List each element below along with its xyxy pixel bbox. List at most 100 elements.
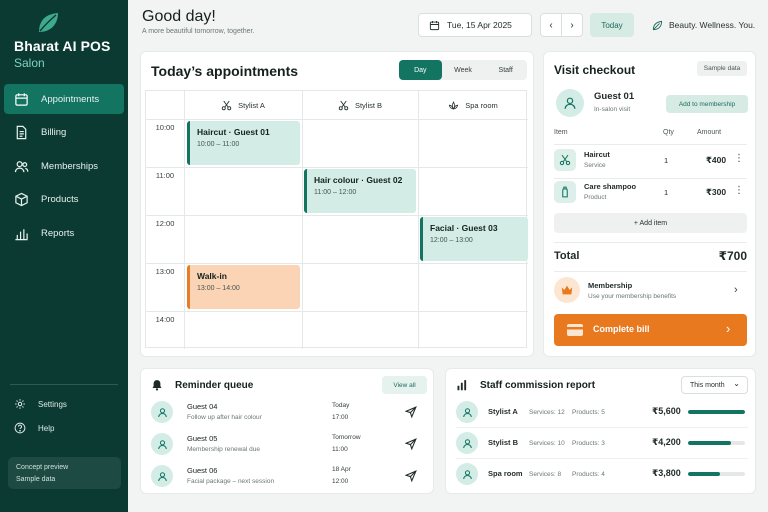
more-vertical-icon[interactable]: ⋮ [734, 185, 744, 196]
chevron-right-icon[interactable]: › [561, 14, 582, 36]
membership-title[interactable]: Membership [588, 281, 633, 290]
commission-bar [688, 441, 745, 445]
send-icon[interactable] [405, 438, 417, 450]
guest-name: Guest 01 [594, 91, 635, 102]
sidebar-item-products[interactable]: Products [4, 185, 124, 215]
scissors-icon [221, 100, 232, 110]
walk-in-event[interactable]: Walk-in 13:00 – 14:00 [187, 265, 300, 309]
sidebar-item-appointments[interactable]: Appointments [4, 84, 124, 114]
invoice-icon [16, 125, 27, 140]
services-count: Services: 8 [529, 471, 562, 478]
item-name: Haircut [584, 150, 610, 159]
scissors-icon [338, 100, 349, 110]
appointment-event[interactable]: Haircut · Guest 01 10:00 – 11:00 [187, 121, 300, 165]
avatar [556, 89, 584, 117]
membership-icon-box [554, 277, 580, 303]
tagline-text: Beauty. Wellness. You. [669, 20, 756, 30]
avatar [151, 433, 173, 455]
reminder-queue-card: Reminder queue View all Guest 04 Follow … [140, 368, 434, 494]
brand-subtitle: Salon [14, 56, 45, 70]
reminder-time: 11:00 [332, 446, 348, 453]
staff-row: Spa room Services: 8 Products: 4 ₹3,800 [456, 459, 748, 489]
add-to-membership-button[interactable]: Add to membership [666, 95, 748, 113]
column-label: Stylist A [238, 100, 265, 110]
membership-subtitle: Use your membership benefits [588, 293, 677, 300]
sidebar-item-billing[interactable]: Billing [4, 118, 124, 148]
commission-amount: ₹5,600 [652, 406, 681, 416]
date-picker[interactable]: Tue, 15 Apr 2025 [418, 13, 532, 37]
help-link[interactable]: Help [14, 422, 54, 434]
staff-name: Stylist B [488, 438, 519, 447]
tagline: Beauty. Wellness. You. [652, 13, 755, 37]
chevron-right-icon[interactable]: › [734, 284, 738, 296]
calendar-icon [15, 92, 28, 106]
settings-label: Settings [38, 399, 67, 409]
sidebar-item-reports[interactable]: Reports [4, 218, 124, 248]
page-subtitle: A more beautiful tomorrow, together. [142, 28, 255, 35]
reminder-day: 18 Apr [332, 466, 351, 473]
sidebar-item-label: Products [41, 194, 79, 205]
send-icon[interactable] [405, 470, 417, 482]
commission-bar-fill [688, 472, 721, 476]
item-name: Care shampoo [584, 182, 637, 191]
commission-title-row: Staff commission report [456, 379, 595, 391]
reminder-note: Follow up after hair colour [187, 414, 262, 421]
time-label: 13:00 [155, 267, 175, 276]
qty-header: Qty [663, 129, 674, 136]
item-qty: 1 [664, 156, 669, 165]
time-label: 14:00 [155, 315, 175, 324]
more-vertical-icon[interactable]: ⋮ [734, 153, 744, 164]
concept-preview-note: Concept preview Sample data [8, 457, 121, 489]
column-stylist-a: Stylist A [184, 91, 302, 119]
avatar [456, 401, 478, 423]
view-staff-button[interactable]: Staff [498, 66, 513, 74]
view-all-button[interactable]: View all [382, 376, 427, 394]
settings-link[interactable]: Settings [14, 398, 67, 410]
lotus-icon [449, 100, 459, 110]
amount-header: Amount [697, 129, 722, 136]
today-button[interactable]: Today [590, 13, 634, 37]
add-item-button[interactable]: + Add item [554, 213, 747, 233]
commission-title: Staff commission report [480, 379, 596, 391]
date-nav: ‹ › [540, 13, 583, 37]
avatar [151, 401, 173, 423]
staff-name: Spa room [488, 469, 523, 478]
send-icon[interactable] [405, 406, 417, 418]
item-qty: 1 [664, 188, 669, 197]
event-title: Facial · Guest 03 [430, 223, 498, 233]
avatar [456, 432, 478, 454]
sidebar-item-memberships[interactable]: Memberships [4, 151, 124, 181]
appointment-event[interactable]: Hair colour · Guest 02 11:00 – 12:00 [304, 169, 416, 213]
users-icon [14, 160, 29, 172]
view-week-button[interactable]: Week [454, 66, 472, 74]
chevron-right-icon: › [726, 321, 731, 336]
commission-amount: ₹3,800 [652, 468, 681, 478]
chevron-left-icon[interactable]: ‹ [549, 19, 553, 31]
event-title: Hair colour · Guest 02 [314, 175, 403, 185]
visit-type: In-salon visit [594, 106, 631, 113]
services-count: Services: 12 [529, 409, 565, 416]
line-item: Haircut Service 1 ₹400 ⋮ [554, 147, 747, 175]
help-icon [14, 422, 26, 434]
bottle-icon [562, 186, 568, 198]
avatar [456, 463, 478, 485]
sidebar-divider [10, 384, 118, 385]
reminder-guest: Guest 04 [187, 402, 218, 411]
sidebar-item-label: Reports [41, 227, 75, 239]
column-label: Spa room [465, 100, 498, 110]
time-label: 12:00 [155, 219, 175, 228]
date-label: Tue, 15 Apr 2025 [447, 20, 512, 30]
view-day-button[interactable]: Day [399, 60, 442, 80]
appointment-event[interactable]: Facial · Guest 03 12:00 – 13:00 [420, 217, 528, 261]
sidebar-item-label: Appointments [41, 93, 100, 105]
staff-row: Stylist A Services: 12 Products: 5 ₹5,60… [456, 397, 748, 427]
reminder-day: Tomorrow [332, 434, 361, 441]
period-select[interactable]: This month ⌄ [681, 376, 748, 394]
complete-bill-button[interactable]: Complete bill › [554, 314, 747, 346]
bell-icon [152, 380, 162, 391]
reminder-note: Membership renewal due [187, 446, 260, 453]
bar-chart-icon [15, 228, 28, 240]
checkout-title: Visit checkout [554, 63, 636, 77]
event-hours: 10:00 – 11:00 [197, 141, 240, 148]
reminder-guest: Guest 06 [187, 466, 218, 475]
